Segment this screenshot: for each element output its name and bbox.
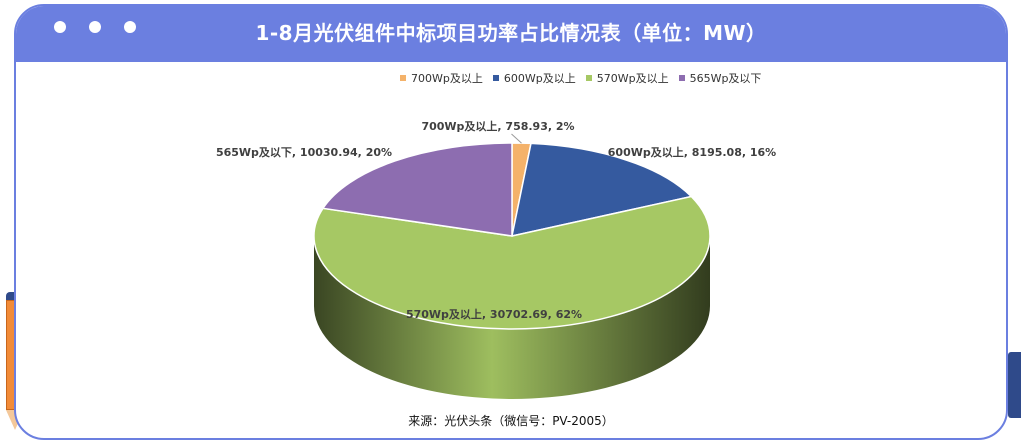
pie-chart: 700Wp及以上, 758.93, 2% 600Wp及以上, 8195.08, 1… — [216, 119, 776, 399]
window-dot-icon — [124, 21, 136, 33]
legend-swatch — [400, 75, 406, 81]
pie-slice — [511, 142, 693, 237]
legend-label: 600Wp及以上 — [503, 72, 576, 85]
legend-swatch — [492, 75, 499, 81]
data-label: 570Wp及以上, 30702.69, 62% — [406, 307, 582, 321]
data-label: 600Wp及以上, 8195.08, 16% — [608, 145, 776, 159]
window-dot-icon — [89, 21, 101, 33]
legend-item: 700Wp及以上 — [400, 70, 483, 86]
chart-card: 1-8月光伏组件中标项目功率占比情况表（单位：MW） 700Wp及以上 600Wp… — [14, 4, 1008, 440]
legend-swatch — [678, 75, 685, 81]
pie-slice — [313, 195, 711, 330]
legend-item: 570Wp及以上 — [585, 70, 669, 86]
title-bar: 1-8月光伏组件中标项目功率占比情况表（单位：MW） — [16, 6, 1006, 62]
leader-line — [511, 133, 522, 144]
source-note: 来源：光伏头条（微信号：PV-2005） — [408, 414, 614, 428]
legend-item: 600Wp及以上 — [492, 70, 576, 86]
data-label: 565Wp及以下, 10030.94, 20% — [216, 146, 392, 159]
legend-label: 700Wp及以上 — [411, 72, 483, 85]
data-label: 700Wp及以上, 758.93, 2% — [421, 119, 574, 133]
binder-clip-decoration — [1008, 352, 1021, 418]
legend-swatch — [585, 75, 592, 81]
legend-label: 565Wp及以下 — [689, 72, 762, 85]
chart-legend: 700Wp及以上 600Wp及以上 570Wp及以上 565Wp及以下 — [400, 70, 771, 86]
pie-slice — [321, 142, 513, 237]
legend-label: 570Wp及以上 — [596, 72, 669, 85]
window-dot-icon — [54, 21, 66, 33]
legend-item: 565Wp及以下 — [678, 70, 762, 86]
chart-title: 1-8月光伏组件中标项目功率占比情况表（单位：MW） — [255, 21, 767, 45]
pie-slice-side — [314, 236, 710, 399]
